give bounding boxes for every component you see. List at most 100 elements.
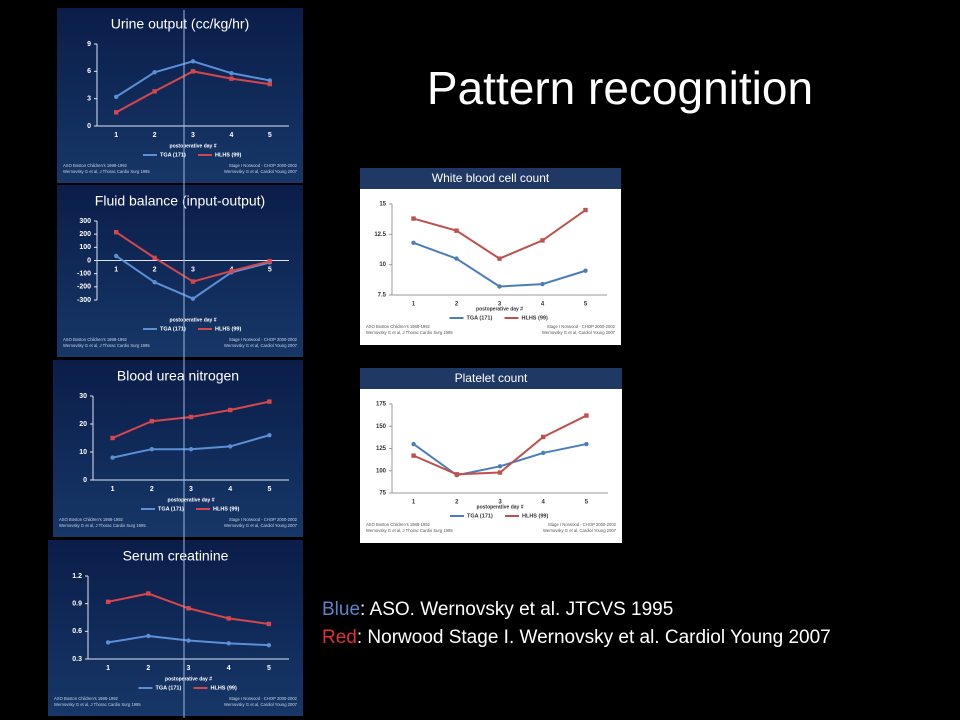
- y-tick-label: 200: [79, 231, 91, 238]
- legend-label: HLHS (99): [522, 513, 548, 519]
- x-tick-label: 5: [268, 266, 272, 273]
- caption-text: : Norwood Stage I. Wernovsky et al. Card…: [357, 627, 831, 648]
- y-tick-label: 0.6: [72, 628, 82, 635]
- data-point: [152, 89, 157, 94]
- data-point: [229, 268, 234, 274]
- chart-header: [360, 368, 622, 389]
- footnote: Stage I Norwood - CHOP 2000-2002: [547, 324, 616, 329]
- data-point: [411, 240, 416, 246]
- data-point: [267, 399, 272, 404]
- y-tick-label: 7.5: [378, 293, 387, 299]
- legend-label: HLHS (99): [522, 315, 548, 321]
- x-tick-label: 1: [412, 302, 416, 308]
- footnote: Stage I Norwood - CHOP 2000-2002: [229, 696, 298, 701]
- chart: White blood cell count 7.5 10 12.5 15 1 2 3 4 5 po…: [360, 168, 621, 345]
- x-tick-label: 3: [498, 302, 502, 308]
- data-point: [541, 434, 546, 440]
- x-tick-label: 4: [229, 132, 233, 139]
- chart: Blood urea nitrogen 0 10 20 30 1 2 3 4 5 postopera…: [53, 360, 303, 537]
- legend-label: TGA (171): [158, 506, 184, 512]
- y-tick-label: 20: [79, 421, 87, 428]
- caption-line: Red: Norwood Stage I. Wernovsky et al. C…: [322, 627, 831, 648]
- x-tick-label: 2: [146, 665, 150, 672]
- footnote: ASO Boston Children's 1988-1992: [63, 163, 128, 168]
- legend-label: TGA (171): [156, 685, 182, 691]
- legend-label: HLHS (99): [211, 685, 237, 691]
- caption-text: : ASO. Wernovsky et al. JTCVS 1995: [360, 599, 673, 620]
- footnote: Wernovsky G et al, Cardiol Young 2007: [224, 343, 298, 348]
- data-point: [266, 621, 272, 627]
- chart-title: Serum creatinine: [123, 548, 229, 564]
- x-tick-label: 3: [189, 486, 193, 493]
- data-point: [152, 280, 157, 285]
- legend-label: TGA (171): [467, 513, 493, 519]
- footnote: Wernovsky G et al, Cardiol Young 2007: [224, 169, 298, 174]
- x-axis-label: postoperative day #: [477, 504, 524, 510]
- data-point: [105, 599, 111, 605]
- data-point: [454, 228, 459, 233]
- footnote: Wernovsky G et al, J Thorac Cardio Surg …: [54, 702, 141, 707]
- data-point: [267, 81, 272, 87]
- y-tick-label: 1.2: [72, 573, 82, 580]
- data-point: [114, 229, 119, 235]
- footnote: ASO Boston Children's 1988-1992: [366, 522, 431, 527]
- data-point: [497, 464, 503, 469]
- data-point: [540, 238, 545, 243]
- footnote: Wernovsky G et al, Cardiol Young 2007: [542, 330, 616, 335]
- footnote: ASO Boston Children's 1988-1992: [54, 696, 119, 701]
- x-tick-label: 3: [187, 665, 191, 672]
- legend-label: HLHS (99): [215, 152, 241, 158]
- chart: Serum creatinine 0.3 0.6 0.9 1.2 1 2 3 4 5 postope…: [48, 540, 303, 716]
- data-point: [584, 441, 589, 447]
- data-point: [188, 414, 194, 420]
- data-point: [228, 407, 233, 413]
- data-point: [226, 641, 231, 646]
- y-tick-label: 150: [376, 424, 387, 430]
- x-tick-label: 2: [150, 486, 154, 493]
- footnote: ASO Boston Children's 1988-1992: [59, 517, 124, 522]
- x-tick-label: 4: [227, 665, 231, 672]
- data-point: [583, 207, 588, 213]
- data-point: [186, 638, 191, 643]
- y-tick-label: 3: [87, 96, 91, 103]
- footnote: Wernovsky G et al, J Thorac Cardio Surg …: [63, 343, 150, 348]
- y-tick-label: 12.5: [374, 232, 386, 238]
- x-tick-label: 4: [542, 500, 546, 506]
- footnote: Wernovsky G et al, J Thorac Cardio Surg …: [366, 330, 453, 335]
- legend-label: HLHS (99): [213, 506, 239, 512]
- chart-panel: [57, 8, 303, 183]
- data-point: [228, 444, 233, 449]
- x-tick-label: 3: [191, 132, 195, 139]
- slide-title: Pattern recognition: [427, 62, 813, 114]
- data-point: [114, 110, 119, 115]
- data-point: [190, 69, 196, 74]
- x-tick-label: 2: [153, 266, 157, 273]
- footnote: Stage I Norwood - CHOP 2000-2002: [229, 517, 298, 522]
- data-point: [186, 606, 191, 611]
- y-tick-label: 300: [79, 218, 91, 225]
- data-point: [497, 284, 502, 289]
- y-tick-label: -300: [77, 297, 91, 304]
- footnote: Wernovsky G et al, J Thorac Cardio Surg …: [63, 169, 150, 174]
- chart: Fluid balance (input-output) -300 -200 -100…: [57, 185, 303, 357]
- chart-title: Blood urea nitrogen: [117, 368, 239, 384]
- y-tick-label: 100: [79, 244, 91, 251]
- caption-label: Red: [322, 627, 357, 648]
- y-tick-label: 125: [376, 446, 387, 452]
- y-tick-label: -100: [77, 271, 91, 278]
- data-point: [190, 279, 196, 284]
- chart-title: Urine output (cc/kg/hr): [111, 16, 250, 32]
- legend-label: TGA (171): [467, 315, 493, 321]
- x-tick-label: 5: [585, 500, 589, 506]
- x-axis-label: postoperative day #: [168, 497, 215, 503]
- x-tick-label: 1: [114, 132, 118, 139]
- y-tick-label: 0.9: [72, 601, 82, 608]
- data-point: [105, 640, 111, 645]
- x-tick-label: 4: [228, 486, 232, 493]
- footnote: Wernovsky G et al, Cardiol Young 2007: [543, 528, 617, 533]
- x-tick-label: 5: [268, 132, 272, 139]
- caption-label: Blue: [322, 599, 360, 620]
- data-point: [583, 268, 588, 273]
- data-point: [497, 256, 502, 261]
